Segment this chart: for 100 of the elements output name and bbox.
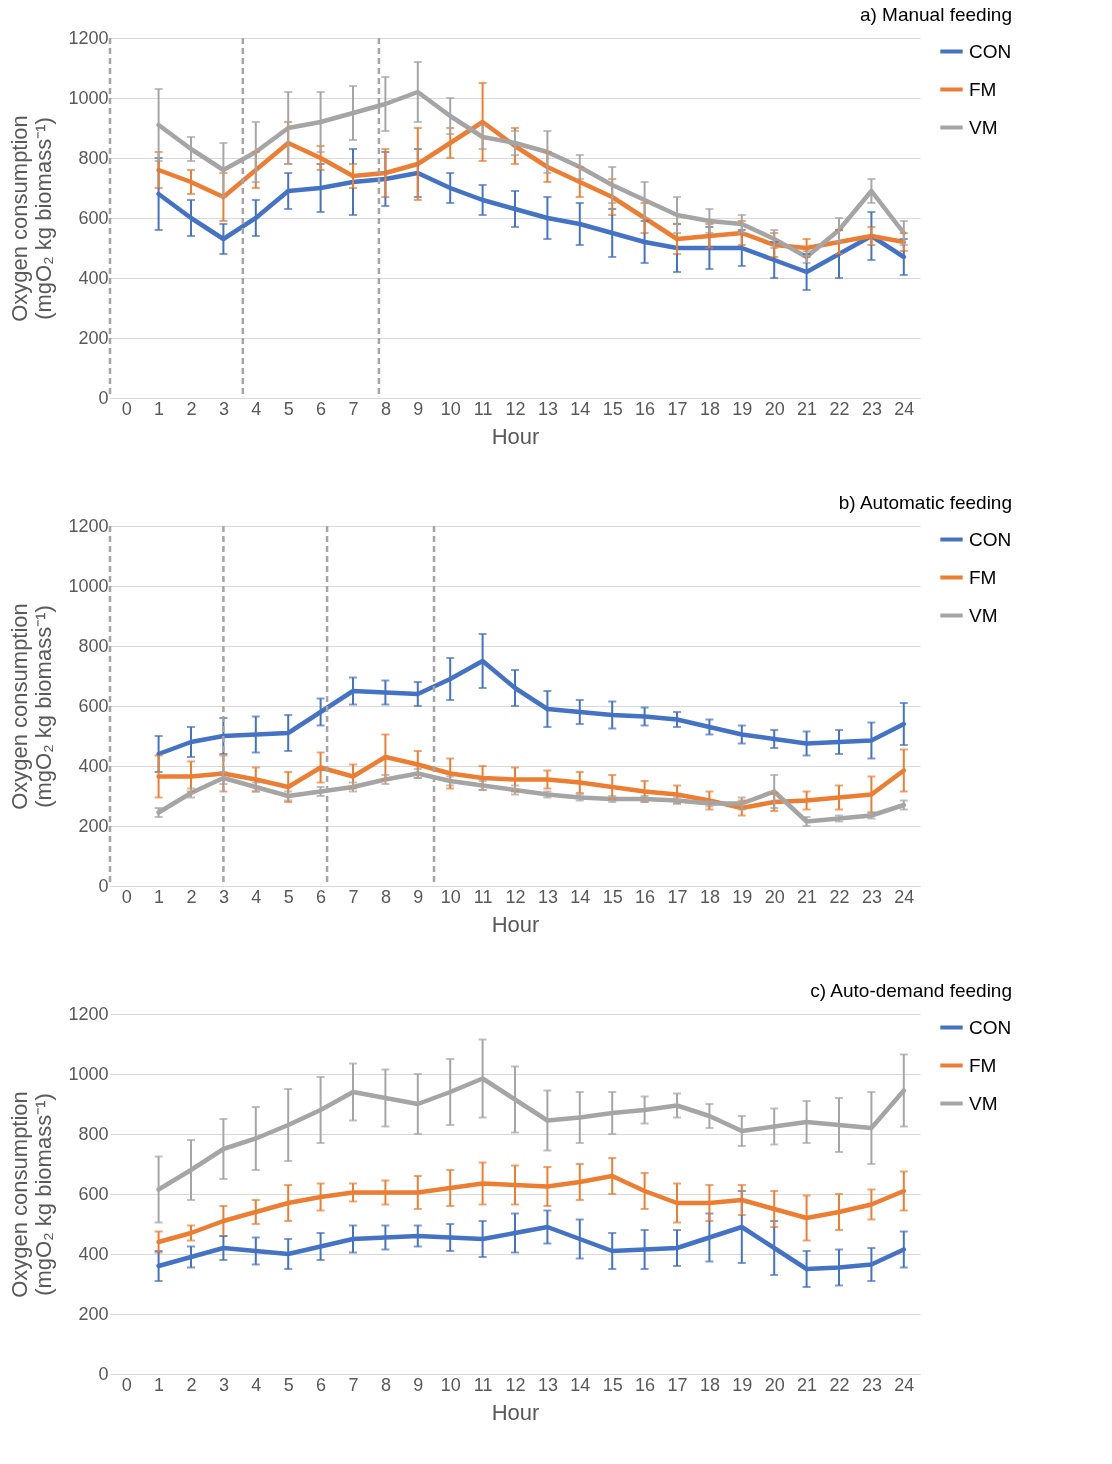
x-tick-label: 20 bbox=[764, 1374, 785, 1395]
y-tick-label: 1200 bbox=[68, 1003, 109, 1024]
x-tick-label: 24 bbox=[894, 398, 915, 419]
x-tick-label: 21 bbox=[797, 886, 818, 907]
x-tick-label: 19 bbox=[732, 1374, 753, 1395]
x-tick-label: 14 bbox=[570, 886, 591, 907]
x-tick-label: 16 bbox=[635, 1374, 656, 1395]
x-tick-label: 5 bbox=[283, 1374, 294, 1395]
x-tick-label: 3 bbox=[218, 1374, 229, 1395]
x-tick-label: 11 bbox=[473, 886, 493, 907]
y-tick-label: 800 bbox=[78, 1123, 109, 1144]
x-axis-title: Hour bbox=[491, 423, 540, 449]
y-axis-title: Oxygen consumption (mgO₂ kg biomass⁻¹) bbox=[7, 115, 57, 322]
x-tick-label: 16 bbox=[635, 398, 656, 419]
x-tick-label: 1 bbox=[154, 1374, 165, 1395]
x-tick-label: 20 bbox=[764, 886, 785, 907]
x-tick-label: 14 bbox=[570, 1374, 591, 1395]
y-tick-label: 1200 bbox=[68, 515, 109, 536]
x-tick-label: 10 bbox=[440, 398, 461, 419]
chart-title: a) Manual feeding bbox=[859, 4, 1012, 25]
legend-label: CON bbox=[969, 40, 1012, 62]
legend-label: FM bbox=[969, 78, 997, 100]
x-tick-label: 19 bbox=[732, 886, 753, 907]
legend-label: CON bbox=[969, 1016, 1012, 1038]
y-tick-label: 400 bbox=[78, 755, 109, 776]
x-tick-label: 4 bbox=[251, 1374, 262, 1395]
x-tick-label: 11 bbox=[473, 1374, 493, 1395]
x-tick-label: 0 bbox=[121, 886, 132, 907]
y-tick-label: 400 bbox=[78, 1243, 109, 1264]
x-tick-label: 9 bbox=[413, 398, 424, 419]
y-axis-title: Oxygen consumption (mgO₂ kg biomass⁻¹) bbox=[7, 603, 57, 810]
x-tick-label: 23 bbox=[861, 886, 882, 907]
x-tick-label: 8 bbox=[380, 398, 391, 419]
legend-label: VM bbox=[969, 116, 998, 138]
legend-label: VM bbox=[969, 1092, 998, 1114]
x-tick-label: 2 bbox=[186, 1374, 197, 1395]
x-tick-label: 3 bbox=[218, 398, 229, 419]
x-tick-label: 8 bbox=[380, 1374, 391, 1395]
y-tick-label: 1000 bbox=[68, 87, 109, 108]
x-tick-label: 3 bbox=[218, 886, 229, 907]
y-tick-label: 200 bbox=[78, 327, 109, 348]
x-tick-label: 18 bbox=[699, 398, 720, 419]
x-tick-label: 6 bbox=[316, 398, 327, 419]
x-tick-label: 11 bbox=[473, 398, 493, 419]
x-tick-label: 12 bbox=[505, 398, 526, 419]
x-tick-label: 2 bbox=[186, 398, 197, 419]
y-tick-label: 600 bbox=[78, 695, 109, 716]
x-tick-label: 24 bbox=[894, 1374, 915, 1395]
x-tick-label: 6 bbox=[316, 1374, 327, 1395]
legend-label: FM bbox=[969, 566, 997, 588]
legend-label: VM bbox=[969, 604, 998, 626]
y-tick-label: 200 bbox=[78, 1303, 109, 1324]
y-tick-label: 600 bbox=[78, 207, 109, 228]
x-tick-label: 19 bbox=[732, 398, 753, 419]
x-tick-label: 17 bbox=[667, 886, 688, 907]
x-tick-label: 20 bbox=[764, 398, 785, 419]
y-tick-label: 200 bbox=[78, 815, 109, 836]
x-tick-label: 4 bbox=[251, 398, 262, 419]
x-tick-label: 23 bbox=[861, 1374, 882, 1395]
x-tick-label: 22 bbox=[829, 398, 850, 419]
x-tick-label: 15 bbox=[602, 886, 623, 907]
x-tick-label: 0 bbox=[121, 398, 132, 419]
x-tick-label: 8 bbox=[380, 886, 391, 907]
chart-title: b) Automatic feeding bbox=[838, 492, 1012, 513]
x-tick-label: 5 bbox=[283, 886, 294, 907]
x-tick-label: 21 bbox=[797, 1374, 818, 1395]
x-tick-label: 18 bbox=[699, 1374, 720, 1395]
x-tick-label: 1 bbox=[154, 398, 165, 419]
x-tick-label: 13 bbox=[537, 1374, 558, 1395]
x-axis-title: Hour bbox=[491, 911, 540, 937]
x-tick-label: 7 bbox=[348, 886, 359, 907]
x-tick-label: 0 bbox=[121, 1374, 132, 1395]
x-tick-label: 10 bbox=[440, 1374, 461, 1395]
x-tick-label: 17 bbox=[667, 398, 688, 419]
x-tick-label: 7 bbox=[348, 398, 359, 419]
x-tick-label: 22 bbox=[829, 1374, 850, 1395]
x-tick-label: 22 bbox=[829, 886, 850, 907]
x-tick-label: 15 bbox=[602, 1374, 623, 1395]
y-tick-label: 800 bbox=[78, 147, 109, 168]
x-tick-label: 12 bbox=[505, 886, 526, 907]
x-tick-label: 6 bbox=[316, 886, 327, 907]
x-tick-label: 14 bbox=[570, 398, 591, 419]
x-tick-label: 23 bbox=[861, 398, 882, 419]
x-tick-label: 21 bbox=[797, 398, 818, 419]
y-tick-label: 600 bbox=[78, 1183, 109, 1204]
x-tick-label: 2 bbox=[186, 886, 197, 907]
chart-title: c) Auto-demand feeding bbox=[810, 980, 1012, 1001]
x-tick-label: 13 bbox=[537, 886, 558, 907]
x-tick-label: 4 bbox=[251, 886, 262, 907]
y-tick-label: 1000 bbox=[68, 575, 109, 596]
x-tick-label: 17 bbox=[667, 1374, 688, 1395]
x-tick-label: 10 bbox=[440, 886, 461, 907]
x-tick-label: 7 bbox=[348, 1374, 359, 1395]
y-tick-label: 400 bbox=[78, 267, 109, 288]
x-tick-label: 1 bbox=[154, 886, 165, 907]
x-tick-label: 16 bbox=[635, 886, 656, 907]
y-tick-label: 1200 bbox=[68, 27, 109, 48]
legend-label: CON bbox=[969, 528, 1012, 550]
x-tick-label: 9 bbox=[413, 1374, 424, 1395]
x-tick-label: 12 bbox=[505, 1374, 526, 1395]
